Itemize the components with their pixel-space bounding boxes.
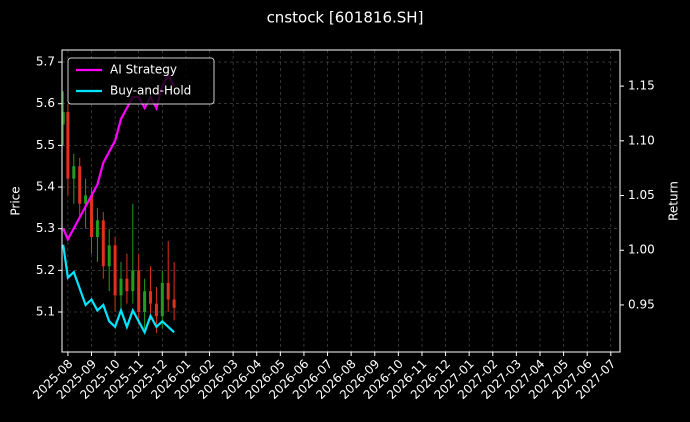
candle-body bbox=[95, 220, 99, 238]
candle-body bbox=[101, 220, 105, 267]
candle-body bbox=[72, 166, 76, 179]
y2-tick-label: 1.10 bbox=[628, 133, 655, 147]
candle-body bbox=[78, 166, 82, 204]
series-line bbox=[62, 244, 175, 335]
candle-body bbox=[84, 195, 88, 204]
y-tick-label: 5.2 bbox=[36, 263, 55, 277]
y-tick-label: 5.7 bbox=[36, 55, 55, 69]
y2-tick-label: 0.95 bbox=[628, 297, 655, 311]
y2-axis-label: Return bbox=[667, 181, 681, 221]
candle-body bbox=[113, 245, 117, 296]
candle-body bbox=[61, 112, 65, 125]
candle-body bbox=[172, 299, 176, 308]
candle-body bbox=[107, 245, 111, 267]
candle-body bbox=[143, 291, 147, 313]
y-tick-label: 5.3 bbox=[36, 221, 55, 235]
candle-body bbox=[66, 112, 70, 179]
candle-body bbox=[125, 278, 129, 292]
candle-body bbox=[90, 195, 94, 238]
legend-box bbox=[67, 57, 215, 105]
candle-body bbox=[160, 282, 164, 317]
y-tick-label: 5.6 bbox=[36, 96, 55, 110]
series-line bbox=[62, 72, 176, 242]
y2-tick-label: 1.00 bbox=[628, 243, 655, 257]
y-axis-label: Price bbox=[9, 186, 23, 215]
legend-label: AI Strategy bbox=[110, 63, 177, 77]
candle-body bbox=[131, 270, 135, 292]
candle-body bbox=[166, 282, 170, 300]
y-tick-label: 5.1 bbox=[36, 305, 55, 319]
candle-body bbox=[154, 303, 158, 317]
y-tick-label: 5.4 bbox=[36, 180, 55, 194]
plot-frame bbox=[61, 49, 621, 353]
candle-body bbox=[149, 291, 153, 304]
chart-title: cnstock [601816.SH] bbox=[267, 9, 424, 27]
y2-tick-label: 1.05 bbox=[628, 188, 655, 202]
y2-tick-label: 1.15 bbox=[628, 79, 655, 93]
legend-label: Buy-and-Hold bbox=[110, 84, 191, 98]
candle-body bbox=[119, 278, 123, 296]
y-tick-label: 5.5 bbox=[36, 138, 55, 152]
candle-body bbox=[137, 270, 141, 313]
